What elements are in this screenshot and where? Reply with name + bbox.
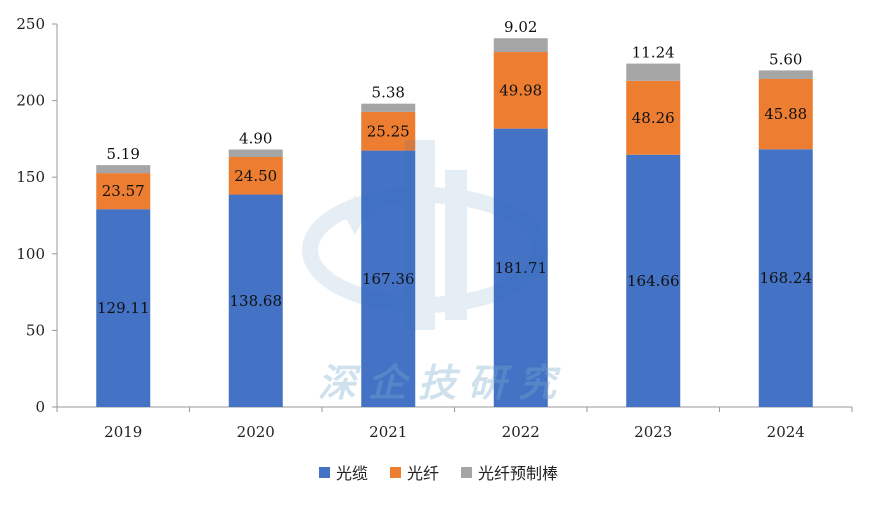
y-tick-label: 200 [16,92,45,110]
bar-segment-preform-2024 [758,70,813,79]
x-tick-label: 2023 [634,423,672,441]
data-label-cable-2019: 129.11 [97,299,150,317]
legend-item-cable: 光缆 [318,460,368,484]
data-label-cable-2022: 181.71 [495,259,548,277]
x-tick-label: 2021 [369,423,407,441]
data-label-preform-2021: 5.38 [372,84,405,102]
legend-label-preform: 光纤预制棒 [478,464,559,483]
bar-segment-preform-2021 [361,103,416,112]
bar-segment-preform-2022 [493,38,548,53]
bar-segment-cable-2024 [758,149,813,407]
data-label-cable-2020: 138.68 [230,292,283,310]
data-label-fiber-2022: 49.98 [499,81,542,99]
y-tick-label: 0 [35,398,45,416]
data-label-fiber-2021: 25.25 [367,122,410,140]
bar-segment-fiber-2023 [626,80,681,155]
data-label-fiber-2024: 45.88 [764,105,807,123]
bar-segment-fiber-2022 [493,52,548,129]
legend-swatch-preform [461,466,472,478]
x-tick-label: 2024 [767,423,805,441]
data-label-fiber-2023: 48.26 [632,109,675,127]
data-label-fiber-2019: 23.57 [102,182,145,200]
data-label-fiber-2020: 24.50 [234,167,277,185]
bar-segment-preform-2019 [96,165,151,174]
data-label-preform-2020: 4.90 [239,130,272,148]
bar-segment-cable-2020 [228,194,283,407]
bar-segment-fiber-2019 [96,173,151,210]
bar-segment-fiber-2020 [228,157,283,195]
legend-label-cable: 光缆 [335,464,368,483]
y-tick-label: 150 [16,168,45,186]
legend-item-fiber: 光纤 [389,460,439,484]
bar-segment-preform-2023 [626,63,681,81]
data-label-preform-2022: 9.02 [504,18,537,36]
data-label-preform-2023: 11.24 [632,44,675,62]
data-label-cable-2021: 167.36 [362,270,415,288]
legend-item-preform: 光纤预制棒 [461,460,558,484]
bar-segment-preform-2020 [228,149,283,158]
bar-segment-fiber-2021 [361,111,416,151]
chart-legend: 光缆 光纤 光纤预制棒 [0,460,877,484]
data-label-cable-2023: 164.66 [627,272,680,290]
y-tick-label: 100 [16,245,45,263]
legend-swatch-fiber [389,466,401,478]
y-tick-label: 50 [26,321,45,339]
data-label-preform-2024: 5.60 [769,50,802,68]
bar-segment-cable-2022 [493,128,548,407]
y-tick-label: 250 [16,15,45,33]
x-tick-label: 2020 [237,423,275,441]
bar-segment-cable-2019 [96,209,151,407]
bar-segment-fiber-2024 [758,78,813,150]
x-tick-label: 2022 [502,423,540,441]
data-label-preform-2019: 5.19 [107,145,140,163]
x-tick-label: 2019 [104,423,142,441]
legend-swatch-cable [318,466,330,478]
bar-segment-cable-2021 [361,150,416,407]
legend-label-fiber: 光纤 [406,464,439,483]
data-label-cable-2024: 168.24 [760,269,813,287]
bar-segment-cable-2023 [626,154,681,407]
